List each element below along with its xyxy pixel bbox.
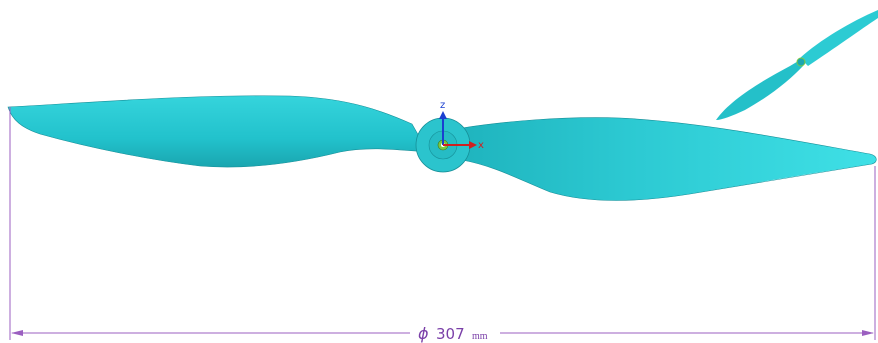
- dimension-value: 307: [436, 325, 465, 343]
- propeller: [8, 96, 876, 201]
- diameter-symbol: ϕ: [418, 324, 429, 343]
- z-arrow: [439, 111, 447, 119]
- z-label: z: [440, 100, 445, 111]
- page: z x ϕ 307 mm (() => { const data = JSON.…: [0, 0, 878, 343]
- left-blade: [8, 96, 428, 167]
- inset-hub: [797, 58, 805, 66]
- x-label: x: [478, 140, 484, 151]
- inset-blade-lower: [716, 60, 803, 120]
- right-blade: [462, 118, 876, 201]
- inset-propeller: [716, 10, 878, 120]
- inset-blade-upper: [800, 10, 878, 66]
- cad-viewport: z x ϕ 307 mm: [0, 0, 878, 343]
- arrow-left: [11, 330, 23, 336]
- arrow-right: [862, 330, 874, 336]
- dimension-unit: mm: [472, 331, 488, 342]
